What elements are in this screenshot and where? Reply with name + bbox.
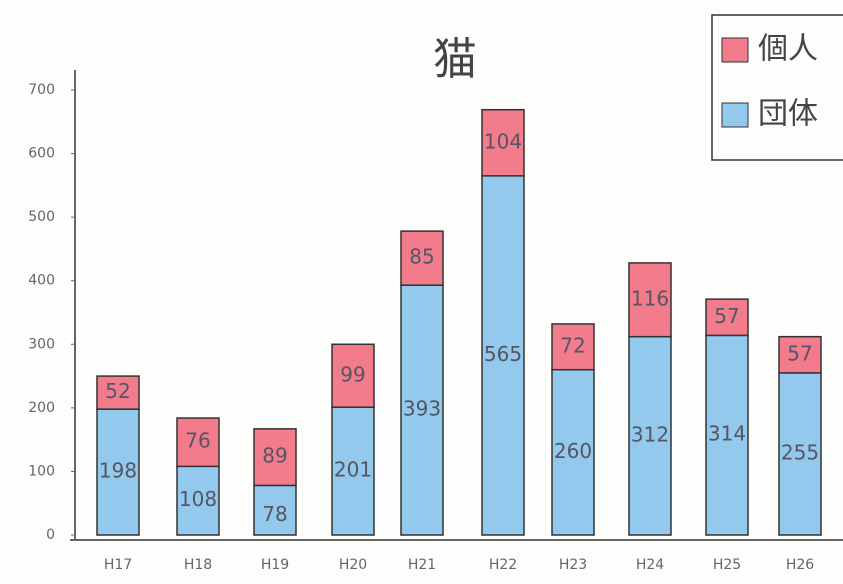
value-label: 99: [340, 362, 365, 386]
bar-segment: [628, 262, 672, 338]
value-label: 201: [334, 458, 372, 482]
y-tick-label: 300: [28, 336, 55, 352]
y-tick-label: 200: [28, 400, 55, 416]
value-label: 198: [99, 459, 137, 483]
value-label: 108: [179, 487, 217, 511]
x-tick-label: H22: [489, 557, 517, 573]
value-label: 89: [262, 444, 287, 468]
y-tick-label: 100: [28, 463, 55, 479]
x-tick-label: H25: [713, 557, 741, 573]
x-tick-label: H26: [786, 557, 814, 573]
value-label: 85: [409, 245, 434, 269]
value-label: 314: [708, 422, 746, 446]
legend-swatch: [721, 102, 749, 128]
bar-segment: [705, 334, 749, 536]
bar-segment: [481, 175, 525, 536]
y-tick-label: 600: [28, 146, 55, 162]
x-tick-label: H20: [339, 557, 367, 573]
legend-label: 団体: [758, 97, 818, 132]
bar-segment: [253, 484, 297, 536]
value-label: 312: [631, 422, 669, 446]
chart-title: 猫: [433, 34, 477, 85]
value-label: 78: [262, 502, 287, 526]
value-label: 565: [484, 342, 522, 366]
value-label: 116: [631, 286, 669, 310]
bar-segment: [96, 375, 140, 410]
bar-segment: [400, 284, 444, 536]
bar-segment: [778, 335, 822, 374]
value-label: 393: [403, 397, 441, 421]
bar-segment: [481, 108, 525, 177]
value-label: 52: [105, 379, 130, 403]
x-tick-label: H21: [408, 557, 436, 573]
value-label: 72: [560, 333, 585, 357]
x-tick-label: H24: [636, 557, 664, 573]
y-tick-label: 700: [28, 82, 55, 98]
bar-segment: [253, 428, 297, 487]
value-label: 76: [185, 429, 210, 453]
y-tick-label: 400: [28, 273, 55, 289]
legend-label: 個人: [758, 32, 818, 67]
bar-segment: [400, 230, 444, 286]
bar-segment: [551, 368, 595, 536]
x-tick-label: H17: [104, 557, 132, 573]
bar-segment: [176, 465, 220, 536]
x-tick-label: H18: [184, 557, 212, 573]
value-label: 260: [554, 439, 592, 463]
value-label: 57: [714, 304, 739, 328]
bar-segment: [331, 343, 375, 408]
y-tick-label: 0: [46, 527, 55, 543]
bar-segment: [331, 406, 375, 536]
x-tick-label: H19: [261, 557, 289, 573]
x-tick-label: H23: [559, 557, 587, 573]
bar-segment: [551, 323, 595, 371]
legend-swatch: [721, 37, 749, 63]
value-label: 104: [484, 129, 522, 153]
value-label: 255: [781, 440, 819, 464]
value-label: 57: [787, 341, 812, 365]
bar-segment: [176, 417, 220, 468]
y-tick-label: 500: [28, 209, 55, 225]
bar-segment: [705, 298, 749, 337]
